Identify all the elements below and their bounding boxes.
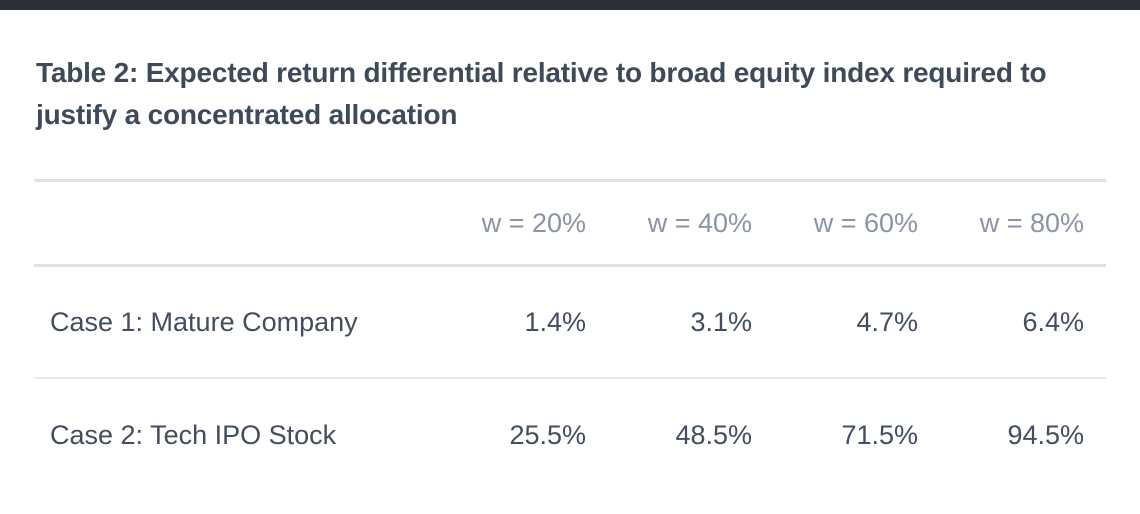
- table-caption-line-2: justify a concentrated allocation: [36, 99, 458, 130]
- table-cell: 48.5%: [675, 419, 752, 450]
- table-cell: 71.5%: [841, 419, 918, 450]
- table-caption: Table 2: Expected return differential re…: [36, 52, 1111, 136]
- row-label: Case 1: Mature Company: [50, 306, 358, 337]
- table-cell: 25.5%: [509, 419, 586, 450]
- table-row-case-2: Case 2: Tech IPO Stock 25.5% 48.5% 71.5%…: [34, 379, 1106, 491]
- table-cell: 6.4%: [1022, 306, 1084, 337]
- column-header-w20: w = 20%: [481, 207, 586, 238]
- table-header-row: w = 20% w = 40% w = 60% w = 80%: [34, 179, 1106, 267]
- top-dark-bar: [0, 0, 1140, 10]
- table-caption-line-1: Table 2: Expected return differential re…: [36, 57, 1047, 88]
- column-header-w60: w = 60%: [813, 207, 918, 238]
- table-cell: 94.5%: [1007, 419, 1084, 450]
- column-header-w80: w = 80%: [979, 207, 1084, 238]
- return-differential-table: w = 20% w = 40% w = 60% w = 80% Case 1: …: [34, 179, 1106, 491]
- table-cell: 1.4%: [524, 306, 586, 337]
- column-header-w40: w = 40%: [647, 207, 752, 238]
- table-cell: 3.1%: [690, 306, 752, 337]
- row-label: Case 2: Tech IPO Stock: [50, 419, 337, 450]
- table-row-case-1: Case 1: Mature Company 1.4% 3.1% 4.7% 6.…: [34, 267, 1106, 379]
- table-cell: 4.7%: [856, 306, 918, 337]
